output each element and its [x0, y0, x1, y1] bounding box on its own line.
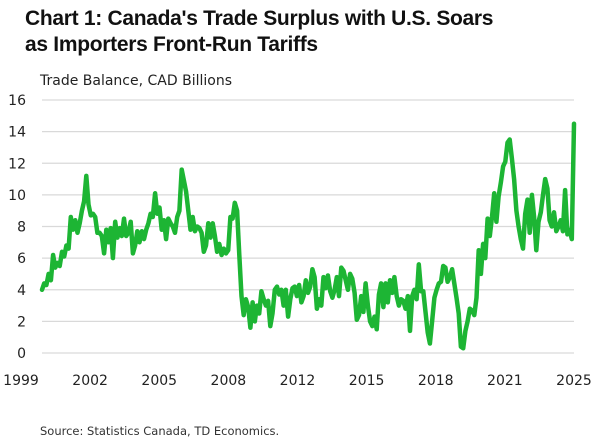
source-note: Source: Statistics Canada, TD Economics. [40, 424, 280, 438]
x-tick-label: 1999 [3, 373, 39, 389]
y-tick-label: 16 [8, 93, 26, 109]
x-tick-label: 2018 [418, 373, 454, 389]
y-tick-label: 4 [17, 283, 26, 299]
y-axis-label: Trade Balance, CAD Billions [40, 73, 232, 89]
x-tick-label: 2008 [211, 373, 247, 389]
chart-title-line-2: as Importers Front-Run Tariffs [25, 33, 318, 56]
x-tick-label: 2021 [487, 373, 523, 389]
chart-title: Chart 1: Canada's Trade Surplus with U.S… [25, 6, 585, 58]
chart-title-line-1: Chart 1: Canada's Trade Surplus with U.S… [25, 7, 494, 30]
y-tick-label: 2 [17, 314, 26, 330]
y-tick-label: 8 [17, 220, 26, 236]
x-tick-label: 2005 [141, 373, 177, 389]
y-tick-label: 6 [17, 251, 26, 267]
y-tick-label: 12 [8, 156, 26, 172]
x-tick-label: 2015 [349, 373, 385, 389]
series-line-trade-balance [39, 121, 577, 351]
x-tick-label: 2012 [280, 373, 316, 389]
y-tick-label: 14 [8, 125, 26, 141]
y-tick-label: 10 [8, 188, 26, 204]
x-tick-label: 2025 [556, 373, 592, 389]
y-tick-label: 0 [17, 346, 26, 362]
y-tick-labels: 0 2 4 6 8 10 12 14 16 [8, 93, 26, 362]
x-tick-labels: 1999 2002 2005 2008 2012 2015 2018 2021 2025 [3, 373, 592, 389]
x-tick-label: 2002 [72, 373, 108, 389]
